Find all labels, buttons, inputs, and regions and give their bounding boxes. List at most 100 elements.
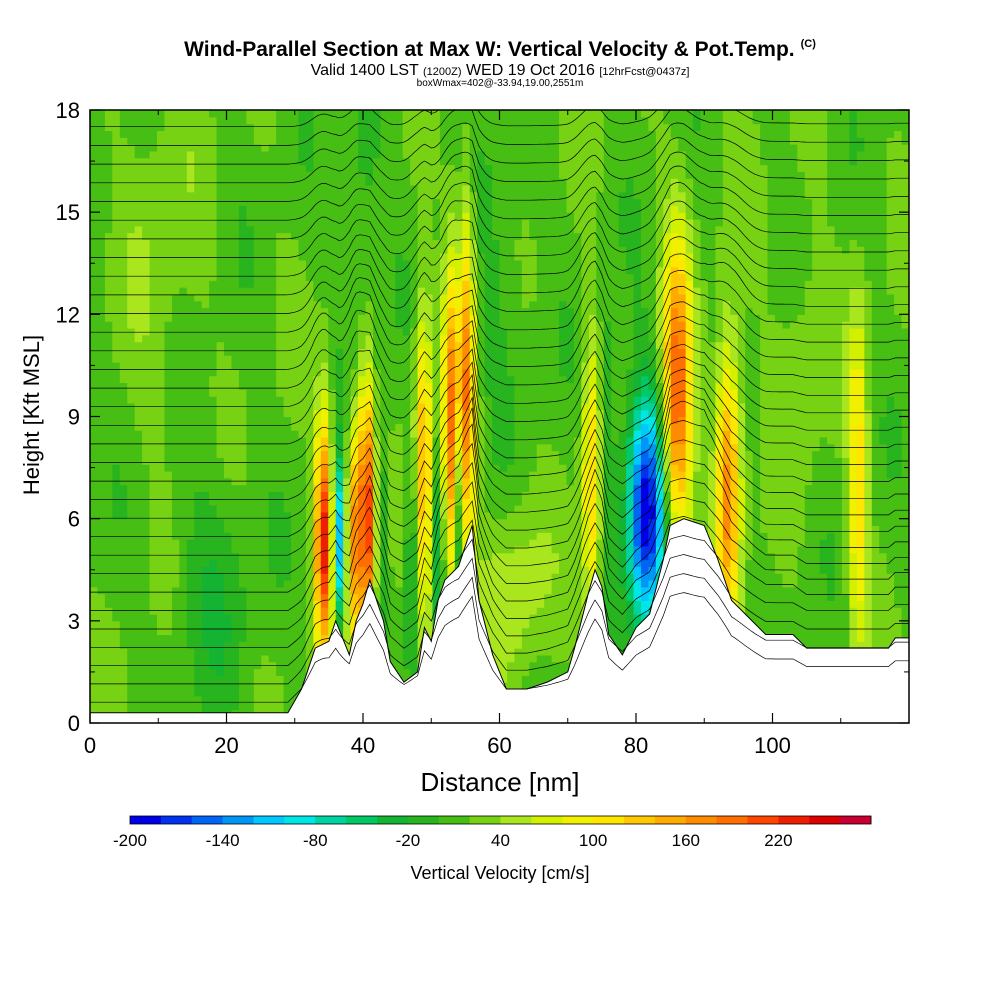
velocity-cell — [276, 110, 300, 118]
velocity-cell — [864, 614, 873, 622]
velocity-cell — [685, 334, 694, 343]
velocity-cell — [380, 600, 389, 608]
velocity-cell — [573, 368, 582, 377]
velocity-cell — [320, 457, 329, 465]
velocity-cell — [477, 355, 486, 363]
velocity-cell — [685, 491, 694, 499]
velocity-cell — [298, 430, 314, 438]
velocity-cell — [372, 566, 381, 574]
velocity-cell — [216, 184, 419, 193]
velocity-cell — [886, 443, 903, 452]
velocity-cell — [752, 110, 791, 118]
velocity-cell — [328, 355, 337, 363]
velocity-cell — [722, 409, 731, 418]
velocity-cell — [856, 607, 865, 615]
velocity-cell — [417, 321, 426, 329]
velocity-cell — [596, 198, 620, 206]
velocity-cell — [670, 505, 687, 513]
velocity-cell — [90, 334, 113, 343]
velocity-cell — [506, 334, 560, 343]
velocity-cell — [588, 423, 597, 431]
velocity-cell — [492, 409, 515, 418]
velocity-cell — [603, 375, 612, 384]
velocity-cell — [871, 511, 909, 520]
velocity-cell — [722, 511, 731, 520]
velocity-cell — [90, 511, 113, 520]
velocity-cell — [663, 239, 672, 247]
velocity-cell — [514, 450, 538, 458]
velocity-cell — [737, 396, 746, 404]
velocity-cell — [730, 518, 739, 527]
velocity-cell — [387, 532, 404, 540]
velocity-cell — [871, 409, 888, 418]
velocity-cell — [343, 362, 359, 370]
velocity-cell — [864, 505, 873, 513]
velocity-cell — [492, 430, 515, 438]
velocity-cell — [693, 225, 702, 234]
velocity-cell — [626, 579, 635, 588]
velocity-cell — [305, 457, 314, 465]
velocity-cell — [678, 341, 687, 349]
velocity-cell — [678, 253, 687, 261]
velocity-cell — [633, 402, 642, 411]
velocity-cell — [462, 464, 471, 472]
velocity-cell — [425, 450, 434, 458]
velocity-cell — [670, 484, 679, 493]
velocity-cell — [380, 382, 411, 390]
velocity-cell — [305, 484, 314, 493]
velocity-cell — [238, 654, 262, 663]
velocity-cell — [90, 327, 113, 336]
velocity-cell — [157, 627, 173, 636]
velocity-cell — [745, 539, 754, 547]
velocity-cell — [834, 450, 843, 458]
velocity-cell — [127, 396, 166, 404]
velocity-cell — [90, 375, 121, 384]
velocity-cell — [350, 416, 359, 424]
velocity-cell — [469, 491, 478, 499]
velocity-cell — [447, 518, 456, 527]
velocity-cell — [358, 430, 367, 438]
velocity-cell — [186, 600, 203, 608]
velocity-cell — [633, 355, 642, 363]
velocity-cell — [693, 232, 702, 241]
velocity-cell — [454, 559, 463, 567]
velocity-cell — [611, 416, 627, 424]
velocity-cell — [849, 566, 858, 574]
velocity-cell — [640, 362, 650, 370]
velocity-cell — [90, 164, 113, 172]
velocity-cell — [745, 573, 784, 581]
velocity-cell — [707, 321, 717, 329]
velocity-cell — [760, 484, 806, 493]
velocity-cell — [551, 573, 582, 581]
velocity-cell — [559, 334, 575, 343]
velocity-cell — [849, 573, 858, 581]
velocity-cell — [90, 205, 113, 213]
velocity-cell — [186, 552, 240, 561]
velocity-cell — [313, 287, 396, 295]
velocity-cell — [737, 477, 746, 486]
velocity-cell — [514, 436, 575, 445]
velocity-cell — [864, 341, 873, 349]
velocity-cell — [715, 457, 724, 465]
velocity-cell — [856, 110, 909, 118]
velocity-cell — [521, 266, 538, 275]
velocity-cell — [484, 362, 508, 370]
velocity-cell — [685, 348, 694, 356]
velocity-cell — [797, 579, 828, 588]
velocity-cell — [618, 545, 627, 554]
velocity-cell — [685, 253, 694, 261]
velocity-cell — [581, 327, 590, 336]
velocity-cell — [358, 157, 374, 166]
velocity-cell — [774, 559, 798, 567]
velocity-cell — [335, 416, 344, 424]
velocity-cell — [417, 491, 426, 499]
velocity-cell — [663, 518, 672, 527]
velocity-cell — [745, 491, 754, 499]
velocity-cell — [581, 259, 597, 268]
velocity-cell — [477, 157, 486, 166]
velocity-cell — [410, 321, 419, 329]
velocity-cell — [886, 273, 909, 281]
velocity-cell — [313, 484, 322, 493]
velocity-cell — [477, 402, 486, 411]
velocity-cell — [640, 593, 650, 601]
